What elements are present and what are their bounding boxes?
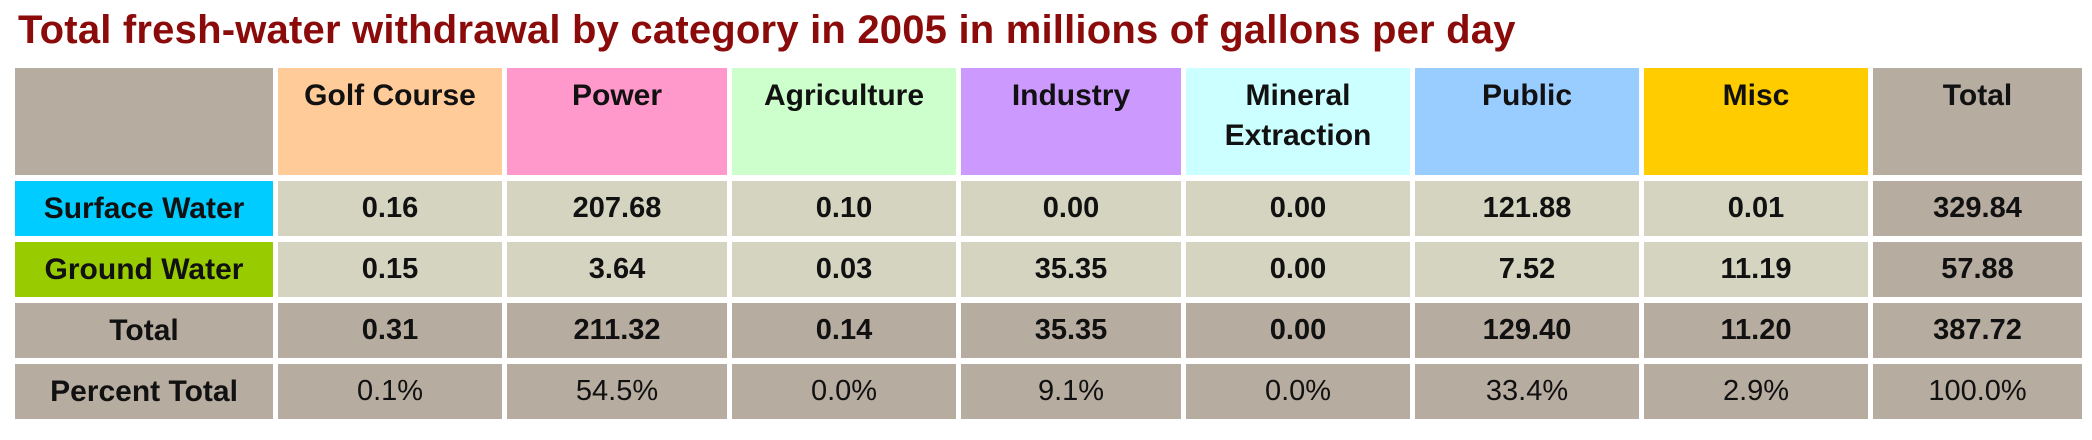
cell-total-golf-course: 0.31 bbox=[278, 303, 502, 358]
cell-ground-water-agriculture: 0.03 bbox=[732, 242, 956, 297]
cell-percent-total-misc: 2.9% bbox=[1644, 364, 1868, 419]
column-header-mineral-extraction: Mineral Extraction bbox=[1186, 68, 1410, 175]
cell-total-agriculture: 0.14 bbox=[732, 303, 956, 358]
cell-total-total: 387.72 bbox=[1873, 303, 2082, 358]
column-header-total: Total bbox=[1873, 68, 2082, 175]
cell-ground-water-total: 57.88 bbox=[1873, 242, 2082, 297]
cell-percent-total-mineral-extraction: 0.0% bbox=[1186, 364, 1410, 419]
cell-ground-water-power: 3.64 bbox=[507, 242, 727, 297]
cell-surface-water-mineral-extraction: 0.00 bbox=[1186, 181, 1410, 236]
withdrawal-table: Golf Course Power Agriculture Industry Miner… bbox=[15, 68, 2082, 419]
row-label-percent-total: Percent Total bbox=[15, 364, 273, 419]
chart-title: Total fresh-water withdrawal by category… bbox=[18, 8, 1516, 52]
column-header-power: Power bbox=[507, 68, 727, 175]
cell-percent-total-power: 54.5% bbox=[507, 364, 727, 419]
cell-total-misc: 11.20 bbox=[1644, 303, 1868, 358]
cell-ground-water-industry: 35.35 bbox=[961, 242, 1181, 297]
cell-ground-water-misc: 11.19 bbox=[1644, 242, 1868, 297]
cell-surface-water-total: 329.84 bbox=[1873, 181, 2082, 236]
cell-total-power: 211.32 bbox=[507, 303, 727, 358]
cell-surface-water-agriculture: 0.10 bbox=[732, 181, 956, 236]
cell-ground-water-public: 7.52 bbox=[1415, 242, 1639, 297]
row-label-surface-water: Surface Water bbox=[15, 181, 273, 236]
cell-total-public: 129.40 bbox=[1415, 303, 1639, 358]
cell-percent-total-public: 33.4% bbox=[1415, 364, 1639, 419]
cell-ground-water-mineral-extraction: 0.00 bbox=[1186, 242, 1410, 297]
cell-total-mineral-extraction: 0.00 bbox=[1186, 303, 1410, 358]
column-header-golf-course: Golf Course bbox=[278, 68, 502, 175]
cell-total-industry: 35.35 bbox=[961, 303, 1181, 358]
column-header-misc: Misc bbox=[1644, 68, 1868, 175]
cell-surface-water-golf-course: 0.16 bbox=[278, 181, 502, 236]
cell-surface-water-misc: 0.01 bbox=[1644, 181, 1868, 236]
column-header-public: Public bbox=[1415, 68, 1639, 175]
cell-percent-total-total: 100.0% bbox=[1873, 364, 2082, 419]
cell-surface-water-public: 121.88 bbox=[1415, 181, 1639, 236]
row-label-total: Total bbox=[15, 303, 273, 358]
cell-surface-water-power: 207.68 bbox=[507, 181, 727, 236]
cell-percent-total-agriculture: 0.0% bbox=[732, 364, 956, 419]
column-header-agriculture: Agriculture bbox=[732, 68, 956, 175]
cell-ground-water-golf-course: 0.15 bbox=[278, 242, 502, 297]
column-header-industry: Industry bbox=[961, 68, 1181, 175]
row-label-ground-water: Ground Water bbox=[15, 242, 273, 297]
header-corner bbox=[15, 68, 273, 175]
cell-percent-total-industry: 9.1% bbox=[961, 364, 1181, 419]
cell-surface-water-industry: 0.00 bbox=[961, 181, 1181, 236]
cell-percent-total-golf-course: 0.1% bbox=[278, 364, 502, 419]
